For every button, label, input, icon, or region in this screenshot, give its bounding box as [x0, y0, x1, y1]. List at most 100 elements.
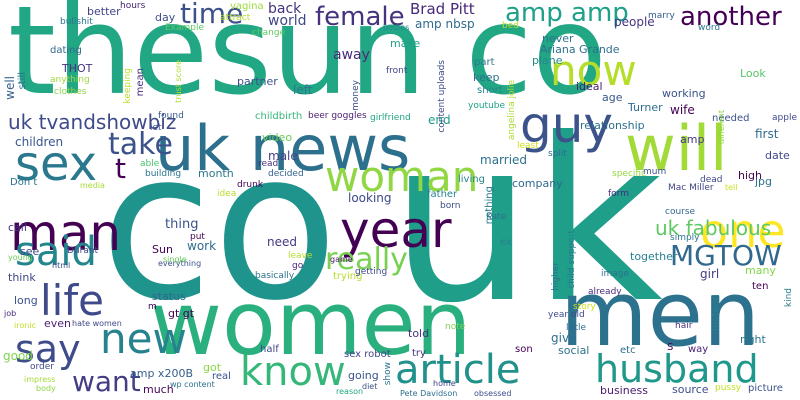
word: m [148, 302, 157, 312]
word: trying [333, 271, 363, 282]
word: angelina jolie [507, 80, 517, 141]
word: got [203, 361, 222, 374]
word: already [588, 287, 622, 297]
word: anything [50, 75, 90, 85]
word: Pete Davidson [400, 389, 458, 398]
word: split [548, 149, 567, 159]
word: need [267, 235, 297, 249]
word: put [190, 232, 205, 242]
word: course [665, 207, 696, 217]
word: getting [355, 267, 388, 277]
word: higher [551, 262, 561, 291]
word: way [688, 344, 709, 355]
word: ironic [14, 321, 36, 330]
word: leave [288, 251, 313, 261]
word: uk news [155, 112, 411, 185]
word: son [515, 344, 533, 355]
word: now [550, 46, 637, 95]
word: tell [725, 183, 738, 192]
word: thesun co [8, 0, 607, 122]
word: well [3, 76, 17, 100]
word: apple [772, 113, 797, 123]
word: order [30, 362, 54, 372]
word: reason [336, 387, 364, 396]
word: year [340, 201, 452, 259]
word: end [428, 113, 451, 127]
word: instead [711, 294, 722, 331]
word: decided [268, 169, 304, 179]
word: attract [220, 13, 251, 23]
word: little [566, 323, 587, 333]
word: better [87, 5, 121, 18]
word: together [630, 250, 678, 263]
word: work [187, 239, 217, 253]
word: article [395, 347, 521, 393]
word: real [212, 371, 231, 382]
word: hours [120, 1, 146, 11]
word: year old [548, 310, 585, 320]
word: MGTOW [670, 239, 782, 272]
word: girlfriend [370, 113, 411, 123]
word: men [560, 262, 761, 367]
word: amp nbsp [415, 17, 475, 31]
word: living [458, 174, 485, 185]
word: Kate [486, 212, 507, 222]
word: sex robot [344, 349, 391, 360]
word: form [608, 189, 629, 199]
word: ex [500, 237, 512, 248]
word: thing [165, 217, 199, 232]
word: body [36, 384, 56, 393]
word: working [662, 87, 706, 100]
word: wp content [170, 380, 215, 389]
word: diet [362, 382, 378, 391]
word: day [155, 11, 176, 24]
word: drunk [237, 180, 264, 190]
word: t [115, 152, 126, 185]
word: youtube [468, 101, 506, 111]
word: husband [595, 347, 759, 391]
word: going [348, 369, 379, 382]
word: give [551, 331, 577, 345]
word: image [601, 269, 630, 279]
word: Look [740, 67, 766, 80]
word: told [408, 327, 430, 340]
word: world [268, 13, 307, 29]
word: plane [532, 54, 563, 67]
word: job [4, 309, 17, 318]
word: hair [675, 321, 693, 331]
word: Don t [10, 177, 38, 188]
word: Example [165, 23, 205, 33]
word: company [512, 177, 563, 190]
word: vagina [230, 1, 264, 12]
word: month [198, 167, 234, 180]
word: marry [648, 11, 675, 21]
word: go [292, 261, 304, 271]
word: simply [670, 233, 700, 243]
word: many [745, 264, 776, 277]
word: hate women [72, 319, 122, 328]
word: Sun [152, 243, 173, 256]
word: clothes [54, 87, 87, 97]
word: really [325, 242, 408, 277]
word: Mac Miller [668, 183, 714, 193]
word: business [600, 384, 648, 397]
word: young [8, 253, 33, 262]
word: THOT [62, 62, 93, 75]
word: man [10, 204, 122, 262]
word: childbirth [255, 111, 303, 122]
word: least [517, 141, 539, 151]
word: mean [135, 68, 146, 97]
word: kind [784, 288, 794, 308]
word: woman [325, 152, 479, 201]
word: women [150, 272, 472, 375]
word: single [163, 255, 187, 264]
word: Durant [67, 246, 99, 256]
word: looking [348, 191, 392, 205]
word: S [667, 342, 674, 353]
word: want [72, 365, 141, 398]
word: say [15, 327, 81, 371]
word: word [698, 23, 721, 33]
word: note [445, 322, 466, 332]
word: people [614, 15, 655, 29]
